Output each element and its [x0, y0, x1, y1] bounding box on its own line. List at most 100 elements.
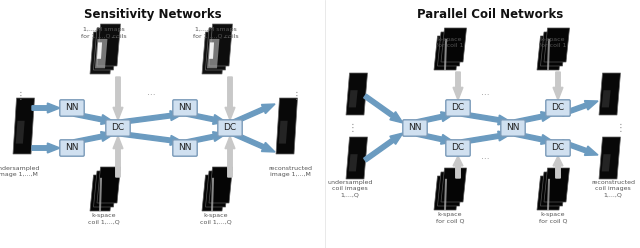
FancyBboxPatch shape	[60, 100, 84, 116]
FancyArrow shape	[515, 112, 554, 124]
Polygon shape	[95, 39, 108, 68]
Text: k-space
for coil 1: k-space for coil 1	[436, 37, 464, 48]
FancyArrow shape	[186, 112, 226, 124]
Polygon shape	[346, 73, 367, 115]
Polygon shape	[444, 39, 447, 70]
Text: Parallel Coil Networks: Parallel Coil Networks	[417, 8, 563, 21]
FancyArrow shape	[461, 112, 511, 125]
Text: NN: NN	[179, 103, 192, 113]
FancyBboxPatch shape	[446, 140, 470, 156]
Text: ⋮: ⋮	[615, 123, 625, 133]
Text: k-space
for coil Q: k-space for coil Q	[436, 212, 464, 223]
Polygon shape	[547, 179, 550, 210]
Polygon shape	[438, 32, 463, 66]
Text: k-space
for coil Q: k-space for coil Q	[539, 212, 567, 223]
Polygon shape	[434, 176, 460, 210]
Text: k-space
coil 1,...,Q: k-space coil 1,...,Q	[88, 213, 120, 224]
Polygon shape	[93, 28, 117, 70]
FancyBboxPatch shape	[173, 100, 197, 116]
FancyArrow shape	[553, 72, 563, 100]
Polygon shape	[97, 42, 102, 59]
Polygon shape	[205, 28, 229, 70]
Polygon shape	[547, 39, 550, 70]
Text: ···: ···	[147, 92, 156, 100]
FancyArrow shape	[515, 132, 554, 144]
Polygon shape	[90, 32, 113, 74]
Text: DC: DC	[451, 144, 465, 153]
Text: undersampled
image 1,...,M: undersampled image 1,...,M	[0, 166, 40, 177]
Text: ⋮: ⋮	[15, 91, 25, 101]
Polygon shape	[205, 171, 229, 207]
Text: ⋮: ⋮	[292, 91, 302, 101]
Polygon shape	[602, 154, 611, 171]
FancyBboxPatch shape	[546, 140, 570, 156]
Polygon shape	[13, 98, 35, 154]
Polygon shape	[202, 32, 225, 74]
FancyArrow shape	[364, 94, 403, 123]
Polygon shape	[537, 176, 563, 210]
FancyArrow shape	[32, 103, 60, 113]
Polygon shape	[541, 172, 566, 206]
Text: DC: DC	[111, 124, 125, 132]
Text: undersampled
coil images
1,...,Q: undersampled coil images 1,...,Q	[327, 180, 372, 197]
Text: NN: NN	[65, 103, 79, 113]
Polygon shape	[99, 178, 102, 211]
FancyArrow shape	[561, 101, 598, 116]
Polygon shape	[544, 28, 570, 62]
Polygon shape	[90, 175, 113, 211]
Polygon shape	[444, 179, 447, 210]
Polygon shape	[541, 32, 566, 66]
FancyArrow shape	[417, 112, 454, 124]
Polygon shape	[602, 90, 611, 107]
Polygon shape	[599, 73, 621, 115]
Polygon shape	[438, 172, 463, 206]
Text: DC: DC	[552, 103, 564, 113]
Text: NN: NN	[65, 144, 79, 153]
FancyArrow shape	[122, 132, 183, 145]
FancyArrow shape	[453, 72, 463, 100]
Polygon shape	[93, 171, 117, 207]
FancyArrow shape	[186, 132, 226, 144]
FancyArrow shape	[74, 112, 114, 124]
FancyBboxPatch shape	[106, 120, 130, 136]
FancyArrow shape	[113, 136, 123, 177]
Text: DC: DC	[223, 124, 237, 132]
Text: Sensitivity Networks: Sensitivity Networks	[84, 8, 222, 21]
FancyArrow shape	[233, 104, 275, 124]
FancyArrow shape	[225, 136, 235, 177]
Text: ···: ···	[481, 92, 490, 100]
FancyBboxPatch shape	[446, 100, 470, 116]
FancyArrow shape	[553, 156, 563, 178]
Polygon shape	[346, 137, 367, 179]
Polygon shape	[544, 168, 570, 202]
FancyArrow shape	[417, 132, 454, 144]
Polygon shape	[276, 98, 298, 154]
Text: DC: DC	[552, 144, 564, 153]
FancyArrow shape	[122, 111, 183, 124]
Text: reconstructed
coil images
1,...,Q: reconstructed coil images 1,...,Q	[591, 180, 635, 197]
Polygon shape	[209, 24, 232, 66]
FancyArrow shape	[32, 143, 60, 153]
FancyBboxPatch shape	[173, 140, 197, 156]
Text: NN: NN	[506, 124, 520, 132]
Text: reconstructed
image 1,...,M: reconstructed image 1,...,M	[268, 166, 312, 177]
Polygon shape	[202, 175, 225, 211]
FancyBboxPatch shape	[60, 140, 84, 156]
Polygon shape	[207, 39, 220, 68]
FancyBboxPatch shape	[218, 120, 242, 136]
FancyArrow shape	[453, 156, 463, 178]
Text: 1,...,M smaps
for 1,...,Q coils: 1,...,M smaps for 1,...,Q coils	[81, 27, 127, 38]
Polygon shape	[441, 28, 467, 62]
FancyArrow shape	[113, 77, 123, 120]
Polygon shape	[211, 178, 214, 211]
Text: NN: NN	[179, 144, 192, 153]
Text: NN: NN	[408, 124, 422, 132]
Polygon shape	[97, 24, 120, 66]
Text: DC: DC	[451, 103, 465, 113]
Polygon shape	[349, 90, 358, 107]
FancyArrow shape	[561, 140, 598, 155]
FancyArrow shape	[364, 133, 403, 162]
FancyArrow shape	[461, 131, 511, 144]
Text: k-space
coil 1,...,Q: k-space coil 1,...,Q	[200, 213, 232, 224]
Polygon shape	[441, 168, 467, 202]
